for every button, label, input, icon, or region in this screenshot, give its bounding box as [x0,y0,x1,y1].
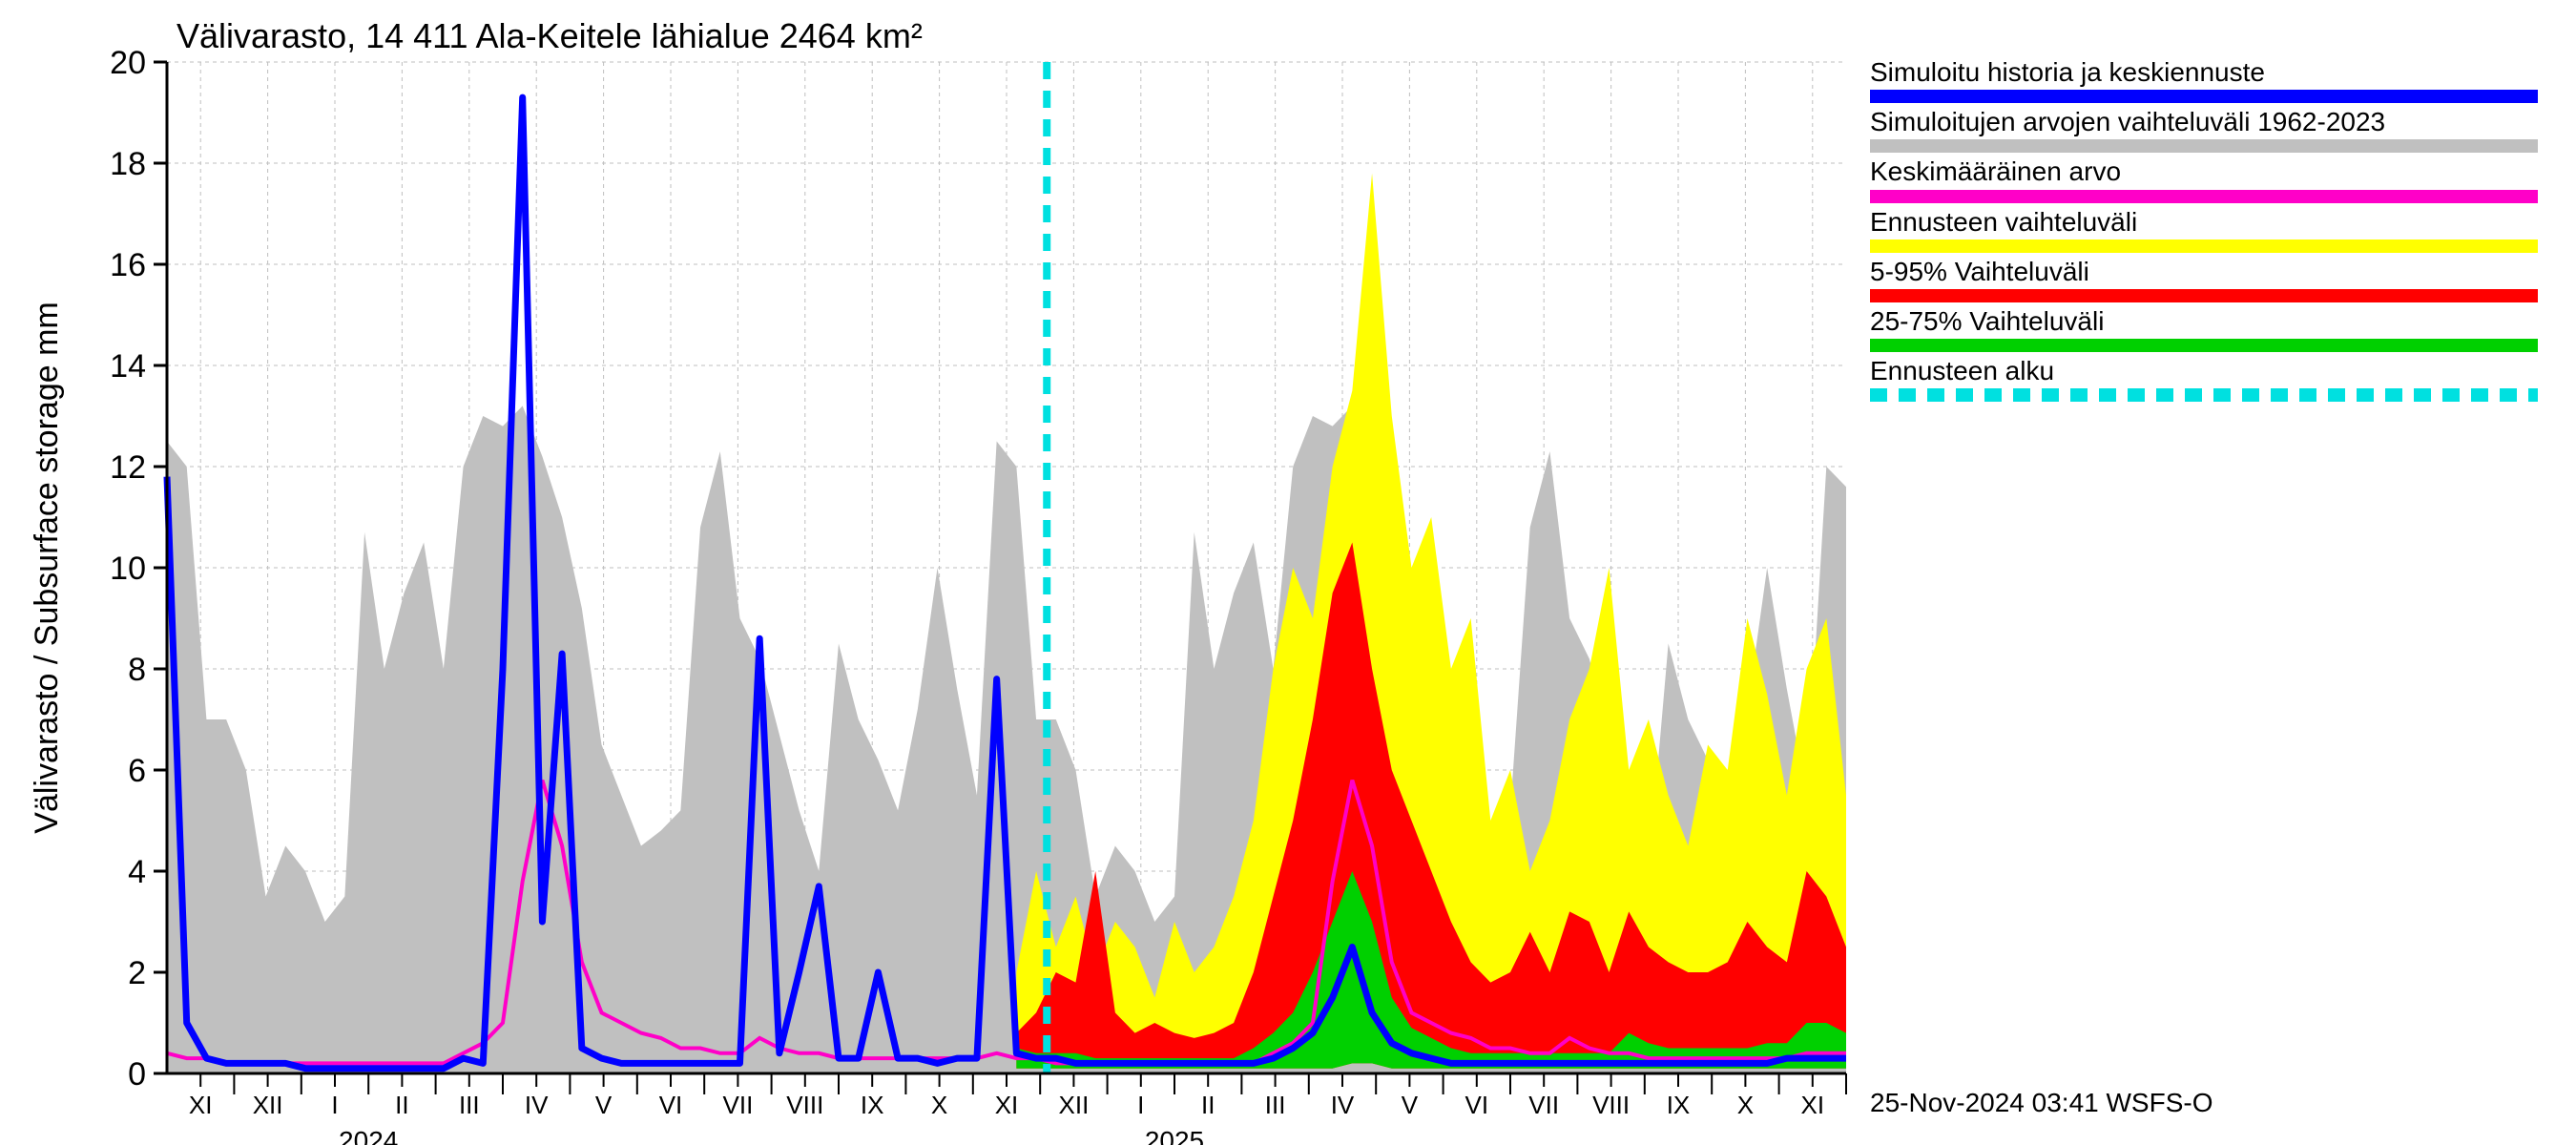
legend-item: Ennusteen vaihteluväli [1870,207,2538,253]
x-tick-label: XII [253,1091,283,1119]
x-tick-label: I [331,1091,338,1119]
legend-item: 25-75% Vaihteluväli [1870,306,2538,352]
legend-label: Simuloitu historia ja keskiennuste [1870,57,2538,88]
x-tick-label: VI [659,1091,683,1119]
legend: Simuloitu historia ja keskiennuste Simulo… [1870,57,2538,406]
legend-item: 5-95% Vaihteluväli [1870,257,2538,302]
y-tick-label: 18 [110,146,146,182]
x-tick-label: XII [1059,1091,1090,1119]
legend-item: Ennusteen alku [1870,356,2538,402]
y-axis-label: Välivarasto / Subsurface storage mm [29,302,65,833]
legend-label: 5-95% Vaihteluväli [1870,257,2538,287]
x-tick-label: II [1201,1091,1215,1119]
legend-swatch [1870,139,2538,153]
legend-swatch [1870,388,2538,402]
legend-swatch [1870,339,2538,352]
legend-swatch [1870,289,2538,302]
chart-container: 02468101214161820XIXIIIIIIIIIVVVIVIIVIII… [0,0,2576,1145]
x-tick-label: I [1137,1091,1144,1119]
x-tick-label: XI [1801,1091,1825,1119]
x-tick-label: IX [861,1091,884,1119]
y-tick-label: 20 [110,45,146,81]
x-tick-label: VII [1528,1091,1559,1119]
x-tick-label: IV [525,1091,549,1119]
footer-timestamp: 25-Nov-2024 03:41 WSFS-O [1870,1088,2213,1118]
legend-label: Ennusteen alku [1870,356,2538,386]
legend-label: Keskimääräinen arvo [1870,156,2538,187]
y-tick-label: 0 [128,1056,146,1093]
x-tick-label: III [1265,1091,1286,1119]
y-tick-label: 2 [128,955,146,991]
x-tick-label: V [1402,1091,1419,1119]
x-tick-label: VII [723,1091,754,1119]
chart-title: Välivarasto, 14 411 Ala-Keitele lähialue… [177,16,923,55]
legend-label: Simuloitujen arvojen vaihteluväli 1962-2… [1870,107,2538,137]
x-tick-label: VIII [1592,1091,1630,1119]
legend-item: Simuloitu historia ja keskiennuste [1870,57,2538,103]
legend-swatch [1870,90,2538,103]
x-tick-label: IV [1331,1091,1355,1119]
y-tick-label: 12 [110,449,146,486]
legend-item: Simuloitujen arvojen vaihteluväli 1962-2… [1870,107,2538,153]
x-tick-label: IX [1667,1091,1691,1119]
x-tick-label: V [595,1091,613,1119]
y-tick-label: 14 [110,348,146,385]
x-year-label: 2024 [339,1126,398,1145]
x-tick-label: VI [1465,1091,1489,1119]
legend-item: Keskimääräinen arvo [1870,156,2538,202]
x-tick-label: X [1737,1091,1754,1119]
x-tick-label: XI [189,1091,213,1119]
legend-swatch [1870,190,2538,203]
y-tick-label: 10 [110,551,146,587]
legend-swatch [1870,239,2538,253]
x-year-label: 2025 [1145,1126,1204,1145]
x-tick-label: VIII [786,1091,823,1119]
y-tick-label: 4 [128,854,146,890]
y-tick-label: 16 [110,247,146,283]
x-tick-label: X [931,1091,947,1119]
y-tick-label: 6 [128,753,146,789]
x-tick-label: III [459,1091,480,1119]
x-tick-label: II [395,1091,408,1119]
y-tick-label: 8 [128,652,146,688]
x-tick-label: XI [995,1091,1019,1119]
legend-label: 25-75% Vaihteluväli [1870,306,2538,337]
legend-label: Ennusteen vaihteluväli [1870,207,2538,238]
